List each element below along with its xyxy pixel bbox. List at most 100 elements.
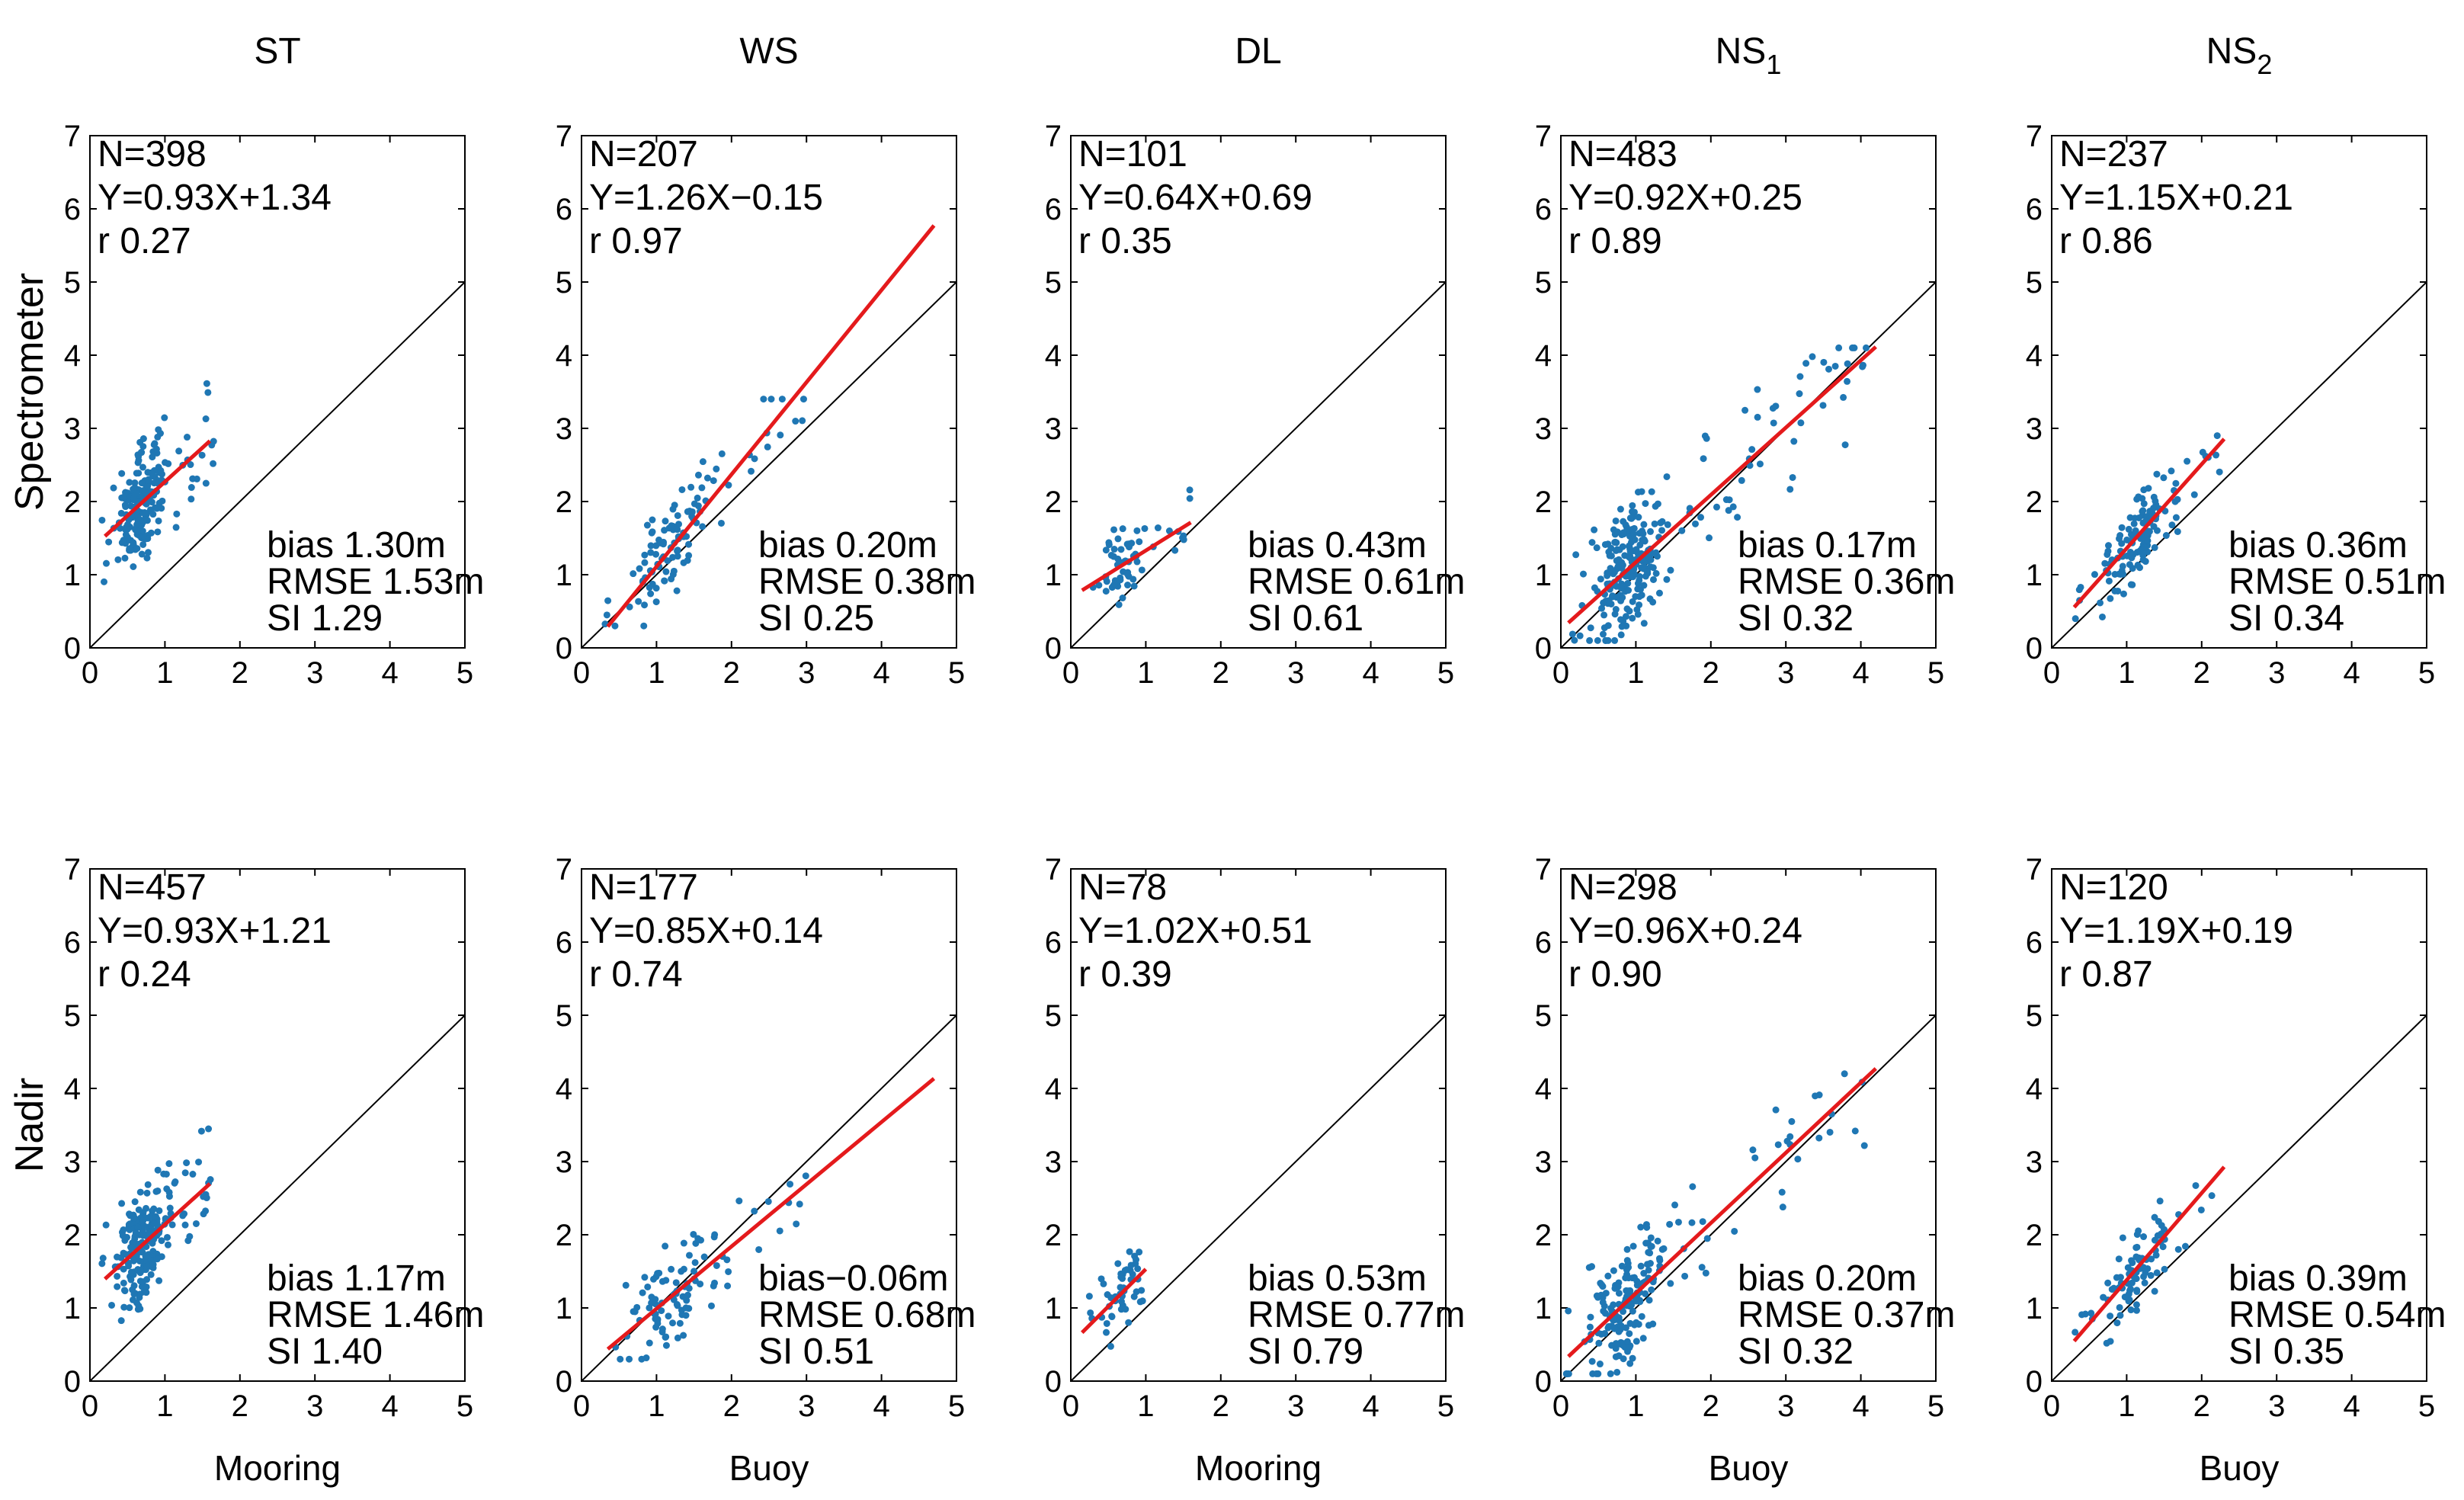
data-point	[1749, 1146, 1757, 1154]
data-point	[136, 438, 144, 446]
data-point	[647, 590, 655, 598]
data-point	[154, 1187, 162, 1194]
data-point	[1629, 1307, 1636, 1315]
bias-label: bias 1.30m	[267, 525, 446, 566]
x-tick-label: 5	[2418, 656, 2435, 690]
data-point	[1638, 1312, 1645, 1320]
data-point	[102, 1221, 110, 1229]
data-point	[120, 1226, 127, 1234]
data-point	[187, 484, 195, 492]
data-point	[1623, 1245, 1631, 1253]
data-point	[764, 1197, 772, 1205]
data-point	[1626, 607, 1633, 615]
data-point	[1674, 1218, 1682, 1226]
data-point	[117, 509, 125, 517]
data-point	[1085, 1293, 1093, 1300]
data-point	[114, 1253, 121, 1261]
data-point	[1565, 1307, 1572, 1315]
regression-equation: Y=0.93X+1.21	[98, 911, 332, 951]
data-point	[755, 1245, 763, 1253]
data-point	[165, 1160, 173, 1168]
data-point	[1620, 529, 1627, 537]
si-label: SI 1.40	[267, 1332, 383, 1372]
data-point	[1130, 582, 1138, 590]
data-point	[1572, 551, 1580, 559]
x-tick-label: 3	[2268, 1389, 2285, 1423]
data-point	[1655, 589, 1663, 597]
data-point	[2172, 514, 2180, 521]
one-to-one-line	[90, 281, 465, 648]
data-point	[690, 1268, 698, 1275]
n-count-label: N=177	[589, 867, 698, 908]
data-point	[659, 540, 667, 548]
x-tick-label: 2	[1213, 1389, 1229, 1423]
x-tick-label: 2	[1703, 1389, 1719, 1423]
data-point	[1652, 569, 1660, 577]
data-point	[1647, 556, 1655, 563]
data-point	[1751, 1154, 1759, 1162]
data-point	[1648, 488, 1655, 495]
row-label: Nadir	[8, 1078, 52, 1172]
y-tick-label: 0	[556, 632, 572, 665]
data-point	[799, 396, 807, 403]
data-point	[1626, 1319, 1634, 1327]
data-point	[139, 1216, 147, 1224]
data-point	[162, 1170, 170, 1178]
data-point	[151, 440, 159, 447]
correlation-label: r 0.39	[1078, 954, 1172, 995]
data-point	[147, 529, 155, 537]
data-point	[1626, 514, 1634, 522]
regression-line	[1567, 1067, 1877, 1358]
data-points	[98, 1125, 214, 1325]
x-tick-label: 0	[82, 656, 98, 690]
data-point	[2128, 1257, 2136, 1264]
si-label: SI 0.51	[758, 1332, 874, 1372]
data-point	[1770, 419, 1777, 427]
y-tick-label: 3	[1045, 1146, 1062, 1179]
data-point	[143, 1189, 151, 1197]
data-point	[1700, 455, 1707, 463]
data-point	[1110, 553, 1117, 560]
data-point	[1633, 1338, 1640, 1345]
data-point	[1599, 630, 1607, 638]
data-point	[133, 545, 141, 553]
data-point	[1607, 1370, 1614, 1377]
x-tick-label: 4	[1362, 1389, 1379, 1423]
data-point	[144, 469, 152, 476]
data-point	[130, 495, 137, 502]
data-point	[153, 505, 161, 512]
data-point	[1625, 586, 1633, 594]
regression-line	[1081, 521, 1192, 592]
y-tick-label: 2	[2026, 1219, 2043, 1252]
data-point	[197, 1127, 205, 1135]
data-point	[2152, 497, 2159, 505]
data-point	[2181, 1242, 2189, 1250]
data-point	[658, 1325, 666, 1333]
rmse-label: RMSE 0.38m	[758, 562, 976, 602]
data-point	[1648, 1286, 1655, 1293]
one-to-one-line	[2052, 281, 2427, 648]
data-point	[131, 1198, 139, 1206]
data-point	[1725, 507, 1732, 514]
data-point	[698, 484, 706, 492]
x-tick-label: 1	[156, 656, 173, 690]
si-label: SI 0.35	[2228, 1332, 2344, 1372]
data-point	[192, 1220, 200, 1227]
data-point	[2110, 1284, 2118, 1292]
data-point	[1103, 1329, 1110, 1336]
data-point	[1825, 365, 1833, 373]
data-point	[2126, 561, 2133, 569]
y-tick-label: 6	[64, 193, 81, 226]
data-point	[1120, 568, 1127, 575]
data-point	[122, 531, 130, 539]
y-tick-label: 1	[1045, 1292, 1062, 1325]
rmse-label: RMSE 1.53m	[267, 562, 484, 602]
si-label: SI 1.29	[267, 598, 383, 639]
data-point	[132, 1229, 139, 1236]
y-tick-label: 2	[1045, 486, 1062, 519]
data-point	[2121, 1293, 2129, 1301]
y-tick-label: 7	[1045, 853, 1062, 886]
data-point	[652, 550, 660, 558]
data-point	[674, 511, 681, 519]
